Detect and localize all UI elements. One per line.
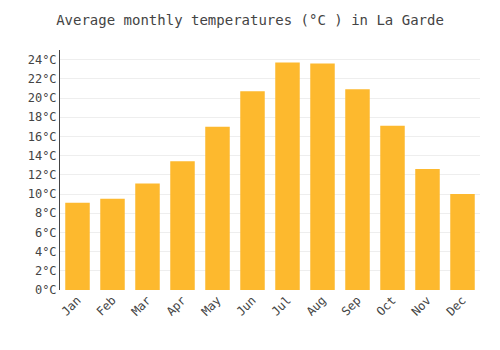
svg-text:6°C: 6°C bbox=[35, 226, 57, 240]
svg-text:16°C: 16°C bbox=[28, 130, 57, 144]
svg-text:May: May bbox=[199, 293, 224, 318]
svg-text:10°C: 10°C bbox=[28, 187, 57, 201]
svg-text:Sep: Sep bbox=[339, 293, 364, 318]
svg-text:Aug: Aug bbox=[304, 293, 329, 318]
svg-text:18°C: 18°C bbox=[28, 110, 57, 124]
svg-text:Oct: Oct bbox=[374, 293, 399, 318]
svg-text:Nov: Nov bbox=[409, 293, 434, 318]
svg-text:Feb: Feb bbox=[94, 293, 119, 318]
svg-text:Dec: Dec bbox=[444, 293, 469, 318]
svg-text:0°C: 0°C bbox=[35, 283, 57, 297]
svg-text:12°C: 12°C bbox=[28, 168, 57, 182]
svg-text:Jun: Jun bbox=[234, 293, 259, 318]
svg-text:Jul: Jul bbox=[269, 293, 294, 318]
svg-text:Apr: Apr bbox=[164, 293, 189, 318]
svg-text:2°C: 2°C bbox=[35, 264, 57, 278]
svg-text:20°C: 20°C bbox=[28, 91, 57, 105]
svg-text:8°C: 8°C bbox=[35, 206, 57, 220]
svg-text:14°C: 14°C bbox=[28, 149, 57, 163]
svg-text:24°C: 24°C bbox=[28, 53, 57, 67]
svg-text:Mar: Mar bbox=[129, 293, 154, 318]
svg-text:4°C: 4°C bbox=[35, 245, 57, 259]
svg-text:Average monthly temperatures (: Average monthly temperatures (°C ) in La… bbox=[56, 12, 444, 28]
svg-text:Jan: Jan bbox=[59, 293, 84, 318]
svg-text:22°C: 22°C bbox=[28, 72, 57, 86]
